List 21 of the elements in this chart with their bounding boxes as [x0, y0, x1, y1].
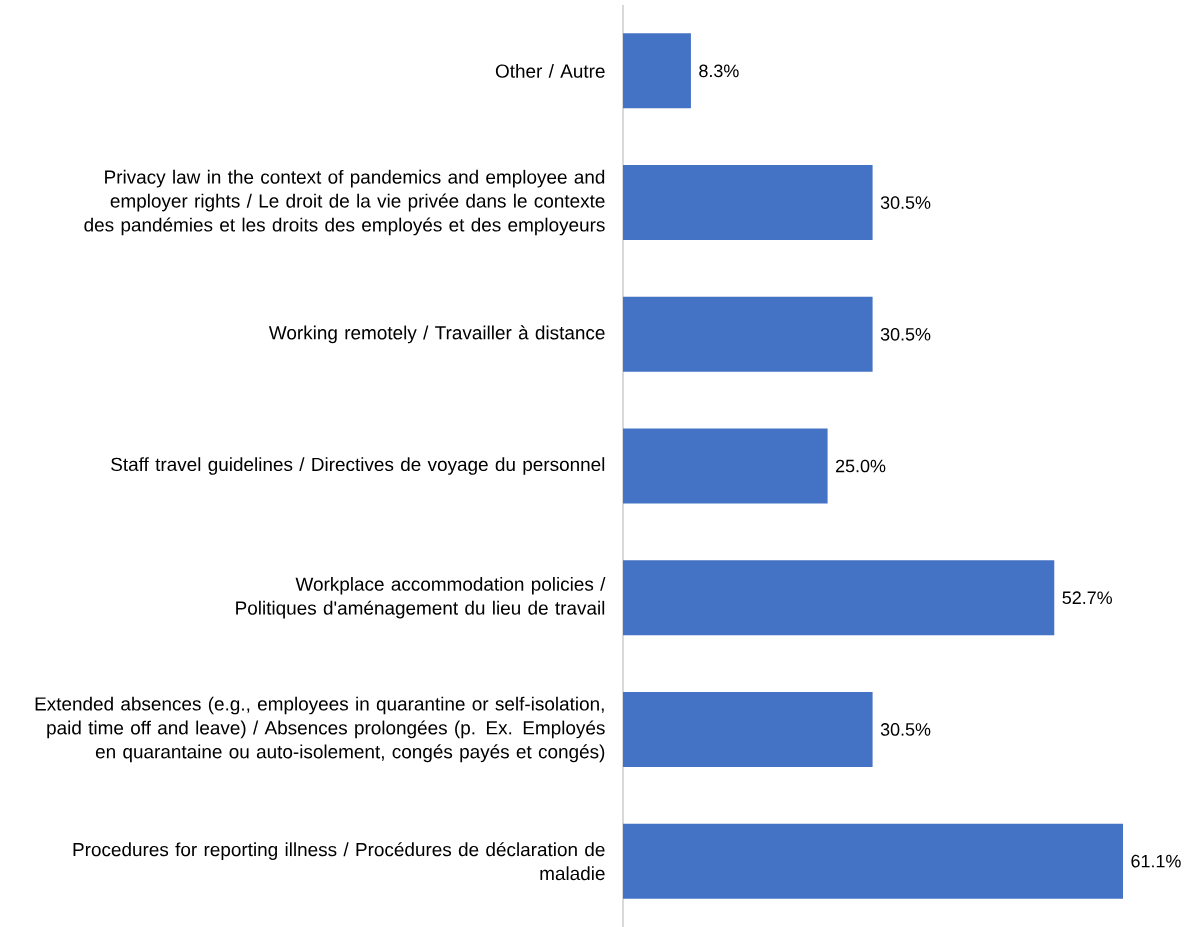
- bar: [623, 33, 691, 109]
- bar: [623, 165, 873, 241]
- y-tick-label: Other / Autre: [495, 63, 605, 78]
- data-label: 30.5%: [880, 196, 931, 209]
- data-label: 52.7%: [1062, 591, 1112, 605]
- y-tick-label: Staff travel guidelines / Directives de voyage du personnel: [111, 457, 605, 475]
- bar: [623, 691, 873, 767]
- bar: [623, 428, 828, 504]
- y-tick-label: Working remotely / Travailler à distance: [268, 325, 605, 344]
- data-label: 25.0%: [836, 459, 886, 473]
- data-label: 30.5%: [880, 327, 931, 341]
- data-label: 30.5%: [880, 723, 931, 736]
- y-tick-label: Workplace accommodation policies / Politiques d'aménagement du lieu de travail: [236, 576, 606, 619]
- bar: [623, 823, 1123, 899]
- y-tick-label: Privacy law in the context of pandemics and employee and employer rights / Le droit de la vie privée dans le contexte des pandémies et les droits des employés et des employeurs: [84, 169, 605, 236]
- bar: [623, 296, 873, 372]
- data-label: 8.3%: [699, 64, 739, 78]
- bar: [623, 560, 1055, 636]
- data-label: 61.1%: [1131, 854, 1181, 868]
- y-tick-label: Procedures for reporting illness / Procédures de déclaration de maladie: [73, 842, 605, 881]
- y-tick-label: Extended absences (e.g., employees in quarantine or self-isolation, paid time off and leave) / Absences prolongées (p. Ex. Employés en quarantaine ou auto-isolement, congés payés et congés): [35, 696, 605, 763]
